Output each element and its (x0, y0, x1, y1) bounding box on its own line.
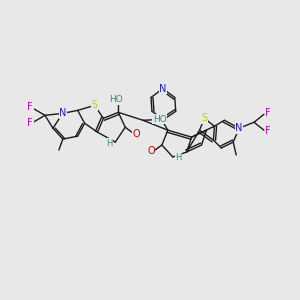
Text: H: H (176, 153, 182, 162)
Text: N: N (159, 84, 167, 94)
Text: H: H (106, 139, 112, 148)
Text: F: F (27, 118, 33, 128)
Text: O: O (147, 146, 155, 156)
Text: F: F (265, 126, 271, 136)
Text: O: O (132, 129, 140, 139)
Text: S: S (201, 113, 208, 123)
Text: N: N (59, 108, 67, 118)
Text: N: N (236, 123, 243, 133)
Text: F: F (27, 102, 33, 112)
Text: HO: HO (110, 95, 123, 104)
Text: S: S (92, 100, 98, 110)
Text: F: F (265, 108, 271, 118)
Text: HO: HO (153, 115, 167, 124)
